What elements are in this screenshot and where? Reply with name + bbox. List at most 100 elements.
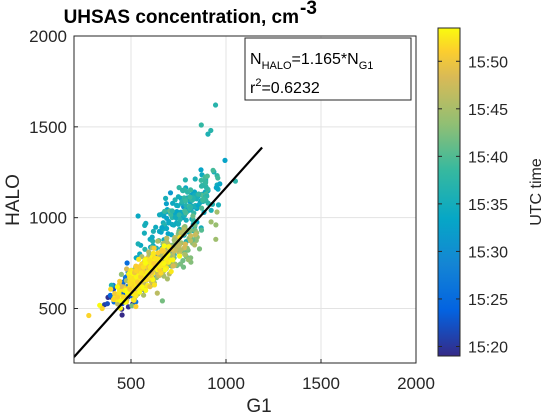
data-point <box>208 207 214 213</box>
data-point <box>150 228 156 234</box>
data-point <box>169 208 175 214</box>
data-point <box>154 290 160 296</box>
data-point <box>107 292 113 298</box>
data-point <box>198 227 205 233</box>
x-ticks: 500 1000 1500 2000 <box>117 359 435 393</box>
data-point <box>182 177 188 183</box>
data-point <box>190 213 196 219</box>
data-point <box>181 226 187 232</box>
data-point <box>168 268 174 275</box>
data-point <box>187 194 193 200</box>
data-point <box>183 217 189 223</box>
data-point <box>110 296 117 303</box>
data-point <box>185 257 191 263</box>
data-point <box>183 198 189 204</box>
data-point <box>151 282 158 288</box>
data-point <box>133 303 139 310</box>
data-point <box>182 251 188 257</box>
data-point <box>210 167 216 173</box>
data-point <box>214 209 220 215</box>
annotation-r2: r2=0.6232 <box>250 77 320 97</box>
y-tick-label: 1500 <box>29 118 67 137</box>
data-point <box>124 260 130 266</box>
data-point <box>118 283 124 290</box>
data-point <box>182 208 188 214</box>
data-point <box>155 250 161 256</box>
data-point <box>155 238 161 244</box>
data-point <box>188 204 194 210</box>
data-point <box>208 219 214 225</box>
data-point <box>199 205 205 211</box>
data-point <box>192 232 198 238</box>
data-point <box>187 238 193 244</box>
colorbar-tick-label: 15:50 <box>468 54 508 71</box>
eq-sub-halo: HALO <box>262 60 292 72</box>
data-point <box>146 257 152 263</box>
data-point <box>159 248 165 254</box>
data-point <box>176 185 182 191</box>
data-point <box>192 242 198 248</box>
data-point <box>170 263 176 269</box>
data-point <box>159 298 165 304</box>
data-point <box>138 270 144 276</box>
data-point <box>198 122 204 128</box>
data-point <box>129 276 135 282</box>
r2-sup: 2 <box>255 77 261 89</box>
data-point <box>135 213 141 219</box>
data-point <box>149 234 155 240</box>
data-point <box>198 167 204 173</box>
data-point <box>128 280 134 287</box>
data-point <box>167 190 174 196</box>
x-axis-label: G1 <box>246 396 271 416</box>
data-point <box>153 255 159 261</box>
y-ticks: 500 1000 1500 2000 <box>29 27 78 319</box>
data-point <box>217 181 223 187</box>
data-point <box>114 294 121 300</box>
x-tick-label: 1000 <box>207 374 245 393</box>
data-point <box>129 303 135 309</box>
data-point <box>204 173 210 179</box>
colorbar-tick-label: 15:35 <box>468 197 508 214</box>
data-point <box>164 235 170 241</box>
data-point <box>188 187 194 193</box>
data-point <box>159 225 165 231</box>
data-point <box>205 200 211 206</box>
data-point <box>137 289 143 295</box>
data-point <box>196 246 203 252</box>
data-point <box>157 263 163 269</box>
data-point <box>86 312 92 319</box>
data-point <box>143 287 149 293</box>
data-point <box>172 214 178 220</box>
y-tick-label: 2000 <box>29 27 67 46</box>
data-point <box>153 224 159 230</box>
data-point <box>108 282 114 288</box>
data-point <box>147 284 153 290</box>
data-point <box>170 257 176 263</box>
data-point <box>116 288 123 294</box>
data-point <box>108 286 114 292</box>
data-point <box>140 264 147 270</box>
data-point <box>192 176 198 182</box>
data-point <box>150 250 156 256</box>
data-point <box>215 175 221 181</box>
annotation-box <box>244 37 412 101</box>
data-point <box>123 287 129 294</box>
data-point <box>176 212 182 218</box>
data-point <box>163 195 169 201</box>
r2-value: =0.6232 <box>261 80 319 97</box>
data-point <box>118 271 124 277</box>
y-tick-label: 500 <box>39 300 67 319</box>
data-point <box>171 237 177 243</box>
colorbar-ticks: 15:20 15:25 15:30 15:35 15:40 15:45 15:50 <box>438 54 508 356</box>
colorbar-tick-label: 15:45 <box>468 102 508 119</box>
y-tick-label: 1000 <box>29 209 67 228</box>
colorbar-label: UTC time <box>528 158 544 226</box>
data-point <box>200 197 206 203</box>
data-point <box>151 260 157 267</box>
data-point <box>127 286 133 292</box>
data-point <box>162 267 168 273</box>
data-point <box>171 222 177 228</box>
data-point <box>177 261 184 267</box>
plot-frame <box>73 35 417 364</box>
data-point <box>176 242 182 248</box>
